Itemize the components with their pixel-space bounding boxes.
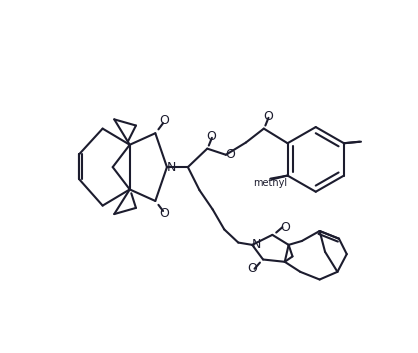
Text: N: N (252, 238, 262, 251)
Text: methyl: methyl (252, 178, 287, 187)
Text: O: O (263, 110, 273, 123)
Text: O: O (225, 148, 234, 161)
Text: O: O (160, 114, 170, 127)
Text: O: O (247, 262, 257, 275)
Text: N: N (167, 161, 176, 174)
Text: O: O (280, 221, 290, 234)
Text: O: O (206, 130, 216, 143)
Text: O: O (160, 207, 170, 220)
